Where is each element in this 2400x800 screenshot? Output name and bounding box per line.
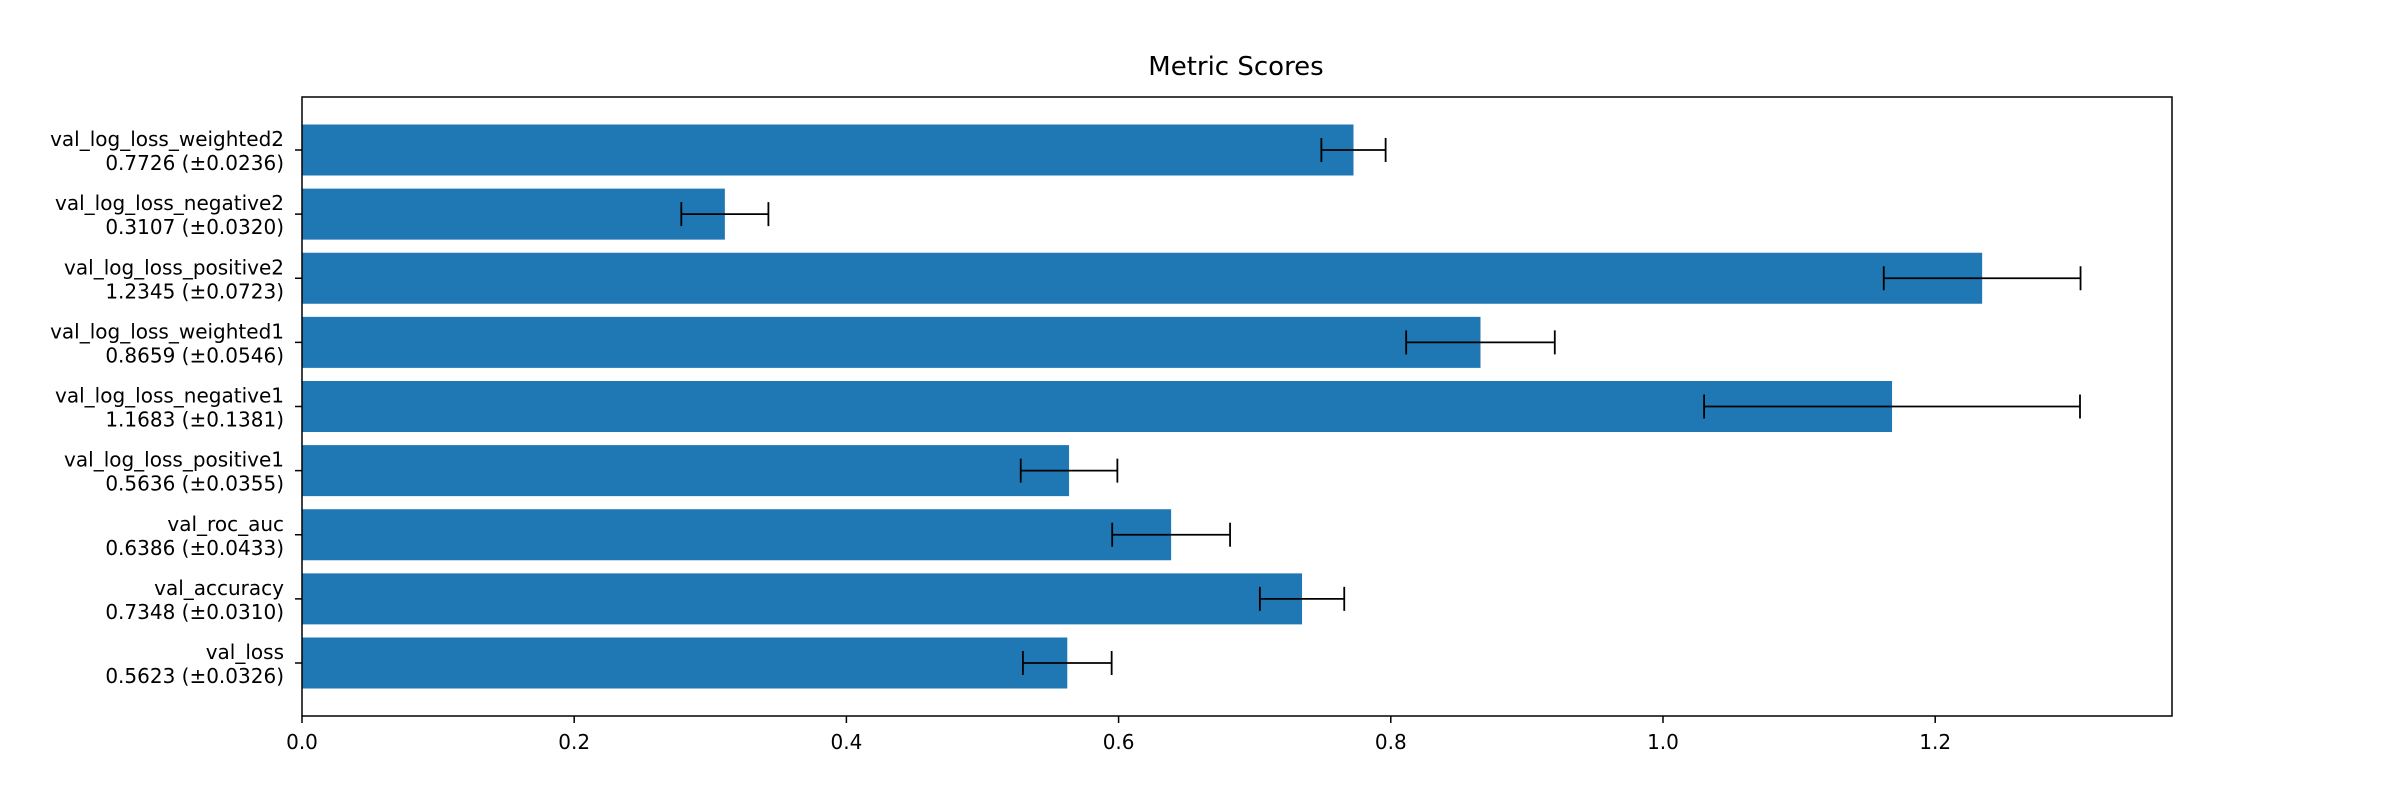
ytick-label-val_log_loss_weighted1: val_log_loss_weighted1: [50, 319, 284, 343]
xtick-label-0.0: 0.0: [286, 730, 318, 754]
value-label-val_log_loss_negative2: 0.3107 (±0.0320): [105, 215, 284, 239]
ytick-label-val_log_loss_positive2: val_log_loss_positive2: [64, 255, 284, 279]
xtick-label-0.2: 0.2: [558, 730, 590, 754]
value-label-val_log_loss_negative1: 1.1683 (±0.1381): [105, 408, 284, 432]
ytick-label-val_roc_auc: val_roc_auc: [167, 512, 284, 536]
error-bars-layer: [680, 138, 2082, 675]
ytick-label-val_log_loss_positive1: val_log_loss_positive1: [64, 448, 284, 472]
xtick-label-1.0: 1.0: [1647, 730, 1679, 754]
bar-val_log_loss_weighted1: [302, 316, 1481, 368]
xtick-label-0.8: 0.8: [1375, 730, 1407, 754]
xtick-label-0.6: 0.6: [1103, 730, 1135, 754]
bar-val_log_loss_negative1: [302, 381, 1893, 432]
value-label-val_log_loss_weighted2: 0.7726 (±0.0236): [105, 151, 284, 175]
bar-val_log_loss_negative2: [302, 188, 725, 240]
plot-frame: [301, 96, 2173, 717]
ytick-label-val_accuracy: val_accuracy: [154, 576, 284, 600]
ytick-label-val_log_loss_negative2: val_log_loss_negative2: [55, 191, 284, 215]
ytick-label-val_log_loss_negative1: val_log_loss_negative1: [55, 384, 284, 408]
xtick-label-1.2: 1.2: [1919, 730, 1951, 754]
bar-val_log_loss_weighted2: [302, 124, 1354, 176]
x-axis: 0.0 0.2 0.4 0.6 0.8 1.0 1.2: [286, 716, 1951, 754]
ytick-label-val_log_loss_weighted2: val_log_loss_weighted2: [50, 127, 284, 151]
xtick-label-0.4: 0.4: [830, 730, 862, 754]
bars-layer: [302, 124, 1983, 689]
value-label-val_log_loss_positive2: 1.2345 (±0.0723): [105, 279, 284, 303]
value-label-val_log_loss_positive1: 0.5636 (±0.0355): [105, 472, 284, 496]
ytick-label-val_loss: val_loss: [206, 640, 284, 664]
value-label-val_accuracy: 0.7348 (±0.0310): [105, 600, 284, 624]
value-label-val_log_loss_weighted1: 0.8659 (±0.0546): [105, 343, 284, 367]
bar-val_loss: [302, 637, 1068, 689]
bar-val_roc_auc: [302, 509, 1172, 561]
chart-title: Metric Scores: [1148, 52, 1323, 82]
bar-val_accuracy: [302, 573, 1303, 625]
value-label-val_roc_auc: 0.6386 (±0.0433): [105, 536, 284, 560]
bar-val_log_loss_positive1: [302, 445, 1070, 497]
value-label-val_loss: 0.5623 (±0.0326): [105, 664, 284, 688]
bar-val_log_loss_positive2: [302, 252, 1983, 304]
